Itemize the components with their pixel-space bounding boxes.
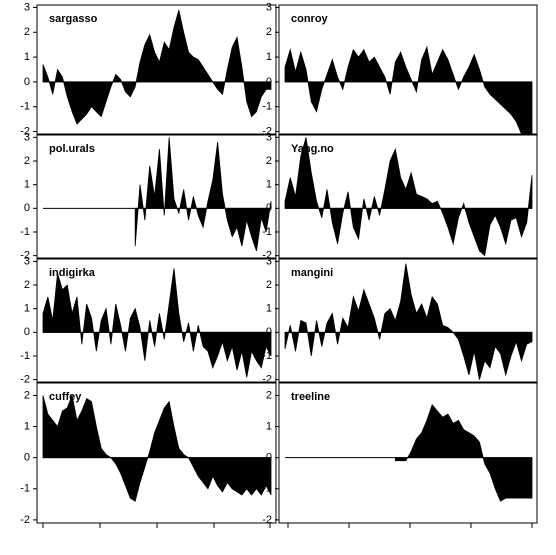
panel-frame (36, 4, 277, 135)
y-tick-label: 1 (266, 420, 272, 432)
y-tick-label: 2 (266, 155, 272, 167)
y-tick-label: 2 (24, 155, 30, 167)
panel-frame (36, 382, 277, 524)
y-tick-label: -1 (262, 483, 272, 495)
y-tick-label: -2 (20, 250, 30, 262)
y-tick-label: -2 (262, 250, 272, 262)
y-tick-label: 2 (24, 26, 30, 38)
area (284, 137, 533, 257)
y-tick-label: -1 (20, 101, 30, 113)
y-tick-label: 3 (24, 131, 30, 143)
panel-frame (36, 258, 277, 383)
y-tick-label: 1 (266, 51, 272, 63)
y-tick-label: -2 (20, 125, 30, 137)
y-tick-label: 1 (24, 303, 30, 315)
panel-frame (278, 4, 538, 135)
panel-title: cuffey (49, 391, 82, 403)
panel-title: Yang.no (291, 143, 334, 155)
y-tick-label: 3 (266, 1, 272, 13)
y-tick-label: 0 (266, 452, 272, 464)
y-tick-label: -1 (262, 101, 272, 113)
y-tick-label: -2 (262, 374, 272, 386)
y-tick-label: -1 (20, 483, 30, 495)
area (134, 137, 272, 252)
y-tick-label: 2 (24, 389, 30, 401)
area (42, 9, 272, 125)
y-tick-label: 3 (24, 255, 30, 267)
area (284, 263, 533, 380)
y-tick-label: -2 (20, 374, 30, 386)
y-tick-label: 0 (266, 326, 272, 338)
y-tick-label: -2 (262, 514, 272, 526)
y-tick-label: 2 (24, 279, 30, 291)
y-tick-label: 3 (266, 131, 272, 143)
y-tick-label: 1 (266, 179, 272, 191)
y-tick-label: 0 (24, 202, 30, 214)
y-tick-label: 1 (24, 51, 30, 63)
bottom-axis (42, 523, 533, 528)
area (284, 45, 533, 135)
y-tick-label: -1 (20, 350, 30, 362)
panel-frame (278, 382, 538, 524)
panel-title: treeline (291, 391, 330, 403)
y-tick-label: 3 (266, 255, 272, 267)
y-tick-label: 2 (266, 389, 272, 401)
panel-frame (36, 134, 277, 259)
y-tick-label: 0 (24, 76, 30, 88)
y-tick-label: 0 (266, 76, 272, 88)
panel-title: sargasso (49, 13, 98, 25)
panel-title: pol.urals (49, 143, 95, 155)
panel-title: conroy (291, 13, 329, 25)
panel-title: mangini (291, 267, 333, 279)
y-tick-label: -2 (20, 514, 30, 526)
y-tick-label: -1 (262, 226, 272, 238)
area (42, 394, 272, 502)
panel-frame (278, 258, 538, 383)
area (42, 268, 272, 378)
y-tick-label: 3 (24, 1, 30, 13)
panel-title: indigirka (49, 267, 96, 279)
y-tick-label: 1 (24, 420, 30, 432)
panel-frame (278, 134, 538, 259)
y-tick-label: 1 (266, 303, 272, 315)
y-tick-label: -2 (262, 125, 272, 137)
y-tick-label: 2 (266, 279, 272, 291)
y-tick-label: 0 (266, 202, 272, 214)
y-tick-label: -1 (20, 226, 30, 238)
y-tick-label: 0 (24, 452, 30, 464)
y-tick-label: -1 (262, 350, 272, 362)
y-tick-label: 1 (24, 179, 30, 191)
y-tick-label: 2 (266, 26, 272, 38)
y-tick-label: 0 (24, 326, 30, 338)
area (394, 403, 533, 502)
